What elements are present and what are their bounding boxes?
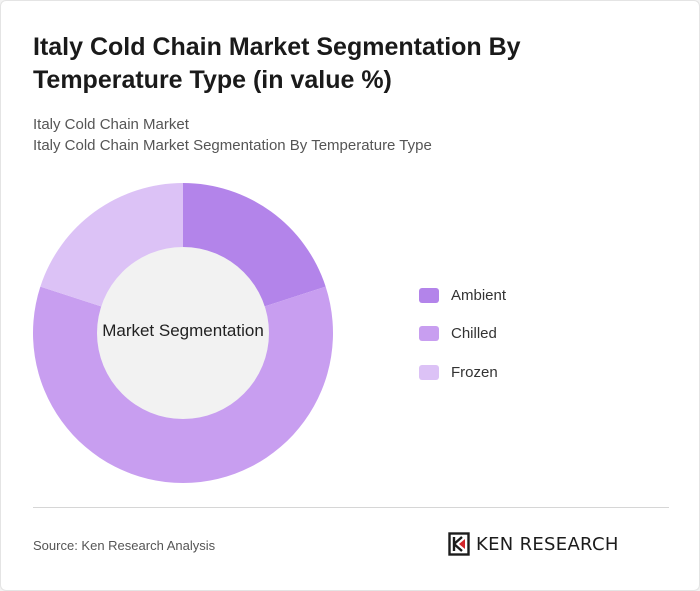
source-note: Source: Ken Research Analysis bbox=[33, 538, 216, 553]
legend-item-chilled: Chilled bbox=[419, 324, 506, 344]
legend-swatch bbox=[419, 364, 439, 380]
legend-label: Ambient bbox=[451, 286, 507, 304]
ken-research-logo-icon bbox=[448, 532, 470, 556]
footer-divider bbox=[33, 507, 669, 508]
legend-swatch bbox=[419, 287, 439, 303]
donut-hole bbox=[97, 247, 269, 419]
chart-title: Italy Cold Chain Market Segmentation By … bbox=[33, 33, 521, 94]
legend-item-ambient: Ambient bbox=[419, 285, 506, 305]
donut-center-label: Market Segmentation bbox=[102, 321, 264, 340]
brand-name: KEN RESEARCH bbox=[476, 533, 619, 555]
chart-legend: Ambient Chilled Frozen bbox=[419, 285, 506, 401]
legend-item-frozen: Frozen bbox=[419, 362, 506, 382]
breadcrumb: Italy Cold Chain Market Italy Cold Chain… bbox=[33, 114, 432, 156]
brand-logo: KEN RESEARCH bbox=[448, 532, 619, 556]
breadcrumb-segment: Italy Cold Chain Market Segmentation By … bbox=[33, 137, 432, 154]
legend-label: Chilled bbox=[451, 325, 497, 342]
legend-swatch bbox=[419, 326, 439, 341]
donut-chart bbox=[32, 183, 333, 483]
legend-label: Frozen bbox=[451, 363, 498, 381]
breadcrumb-market: Italy Cold Chain Market bbox=[33, 116, 189, 133]
